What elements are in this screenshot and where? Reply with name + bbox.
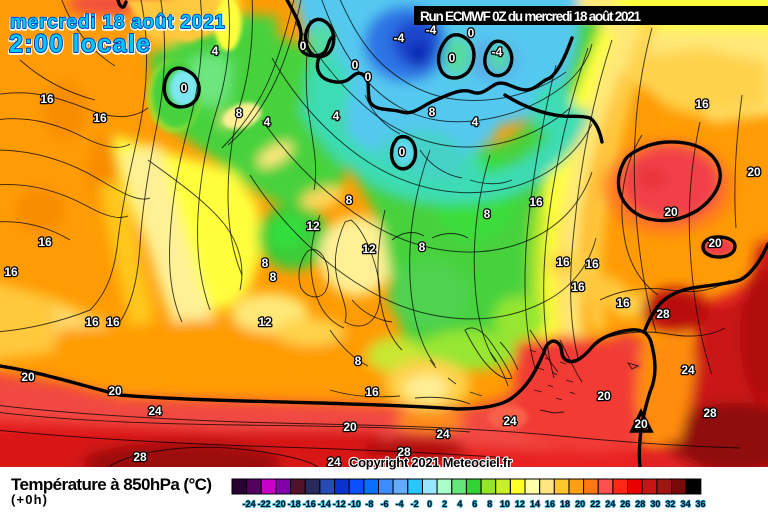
svg-text:34: 34 <box>680 499 690 509</box>
svg-text:-8: -8 <box>365 499 373 509</box>
svg-text:24: 24 <box>436 427 450 441</box>
svg-text:4: 4 <box>264 115 271 129</box>
svg-text:0: 0 <box>352 58 359 72</box>
svg-text:16: 16 <box>85 315 99 329</box>
svg-text:16: 16 <box>695 97 709 111</box>
svg-text:16: 16 <box>106 315 120 329</box>
svg-text:12: 12 <box>515 499 525 509</box>
svg-text:20: 20 <box>634 417 648 431</box>
svg-text:6: 6 <box>472 499 477 509</box>
svg-text:16: 16 <box>585 257 599 271</box>
svg-text:28: 28 <box>397 445 411 459</box>
svg-text:20: 20 <box>575 499 585 509</box>
svg-text:16: 16 <box>40 92 54 106</box>
svg-text:-18: -18 <box>288 499 301 509</box>
svg-text:16: 16 <box>545 499 555 509</box>
svg-text:20: 20 <box>664 205 678 219</box>
svg-text:28: 28 <box>703 406 717 420</box>
svg-text:16: 16 <box>93 111 107 125</box>
svg-text:0: 0 <box>365 70 372 84</box>
svg-text:8: 8 <box>270 270 277 284</box>
svg-text:30: 30 <box>650 499 660 509</box>
svg-text:mercredi 18 août 2021: mercredi 18 août 2021 <box>10 12 225 33</box>
svg-text:mercredi 18 août 2021: mercredi 18 août 2021 <box>10 13 225 34</box>
svg-text:-24: -24 <box>242 499 255 509</box>
svg-text:24: 24 <box>148 404 162 418</box>
svg-text:12: 12 <box>362 242 376 256</box>
svg-text:-10: -10 <box>348 499 361 509</box>
svg-text:-4: -4 <box>394 31 405 45</box>
svg-text:8: 8 <box>346 193 353 207</box>
svg-text:16: 16 <box>38 235 52 249</box>
svg-text:8: 8 <box>262 256 269 270</box>
svg-text:28: 28 <box>635 499 645 509</box>
svg-text:20: 20 <box>708 236 722 250</box>
svg-text:26: 26 <box>620 499 630 509</box>
svg-text:16: 16 <box>529 195 543 209</box>
svg-text:-6: -6 <box>380 499 388 509</box>
svg-text:12: 12 <box>306 219 320 233</box>
svg-text:0: 0 <box>300 39 307 53</box>
svg-text:16: 16 <box>365 385 379 399</box>
svg-text:20: 20 <box>343 420 357 434</box>
svg-text:8: 8 <box>355 354 362 368</box>
svg-text:28: 28 <box>133 450 147 464</box>
svg-text:16: 16 <box>571 280 585 294</box>
svg-text:Copyright 2021 Meteociel.fr: Copyright 2021 Meteociel.fr <box>349 455 512 470</box>
svg-text:24: 24 <box>681 363 695 377</box>
svg-text:20: 20 <box>108 384 122 398</box>
svg-text:Température à 850hPa (°C): Température à 850hPa (°C) <box>11 475 212 494</box>
svg-text:18: 18 <box>560 499 570 509</box>
svg-text:Run ECMWF 0Z du mercredi 18 ao: Run ECMWF 0Z du mercredi 18 août 2021 <box>420 9 641 24</box>
svg-text:4: 4 <box>472 115 479 129</box>
svg-text:0: 0 <box>427 499 432 509</box>
svg-text:0: 0 <box>468 26 475 40</box>
svg-text:4: 4 <box>333 109 340 123</box>
svg-text:36: 36 <box>695 499 705 509</box>
svg-text:20: 20 <box>597 389 611 403</box>
svg-text:8: 8 <box>484 207 491 221</box>
svg-text:16: 16 <box>556 255 570 269</box>
svg-text:4: 4 <box>457 499 462 509</box>
svg-text:-14: -14 <box>318 499 331 509</box>
svg-text:8: 8 <box>429 105 436 119</box>
svg-text:8: 8 <box>236 106 243 120</box>
svg-text:8: 8 <box>487 499 492 509</box>
svg-text:10: 10 <box>500 499 510 509</box>
svg-text:12: 12 <box>258 315 272 329</box>
svg-text:22: 22 <box>590 499 600 509</box>
svg-text:24: 24 <box>605 499 615 509</box>
svg-text:-4: -4 <box>426 23 437 37</box>
svg-text:20: 20 <box>21 370 35 384</box>
svg-text:2: 2 <box>442 499 447 509</box>
svg-text:-4: -4 <box>492 45 503 59</box>
svg-text:24: 24 <box>503 414 517 428</box>
svg-text:-2: -2 <box>411 499 419 509</box>
svg-text:20: 20 <box>747 165 761 179</box>
svg-text:32: 32 <box>665 499 675 509</box>
svg-text:-16: -16 <box>303 499 316 509</box>
svg-text:8: 8 <box>419 240 426 254</box>
svg-text:-22: -22 <box>258 499 271 509</box>
svg-text:0: 0 <box>449 51 456 65</box>
svg-text:16: 16 <box>4 265 18 279</box>
svg-text:(+0h): (+0h) <box>11 492 47 507</box>
svg-text:24: 24 <box>327 455 341 469</box>
svg-text:-12: -12 <box>333 499 346 509</box>
svg-text:0: 0 <box>181 81 188 95</box>
svg-text:28: 28 <box>656 307 670 321</box>
svg-text:14: 14 <box>530 499 540 509</box>
svg-text:-4: -4 <box>395 499 403 509</box>
svg-text:4: 4 <box>212 44 219 58</box>
svg-text:-20: -20 <box>273 499 286 509</box>
svg-text:16: 16 <box>616 296 630 310</box>
svg-text:0: 0 <box>399 145 406 159</box>
